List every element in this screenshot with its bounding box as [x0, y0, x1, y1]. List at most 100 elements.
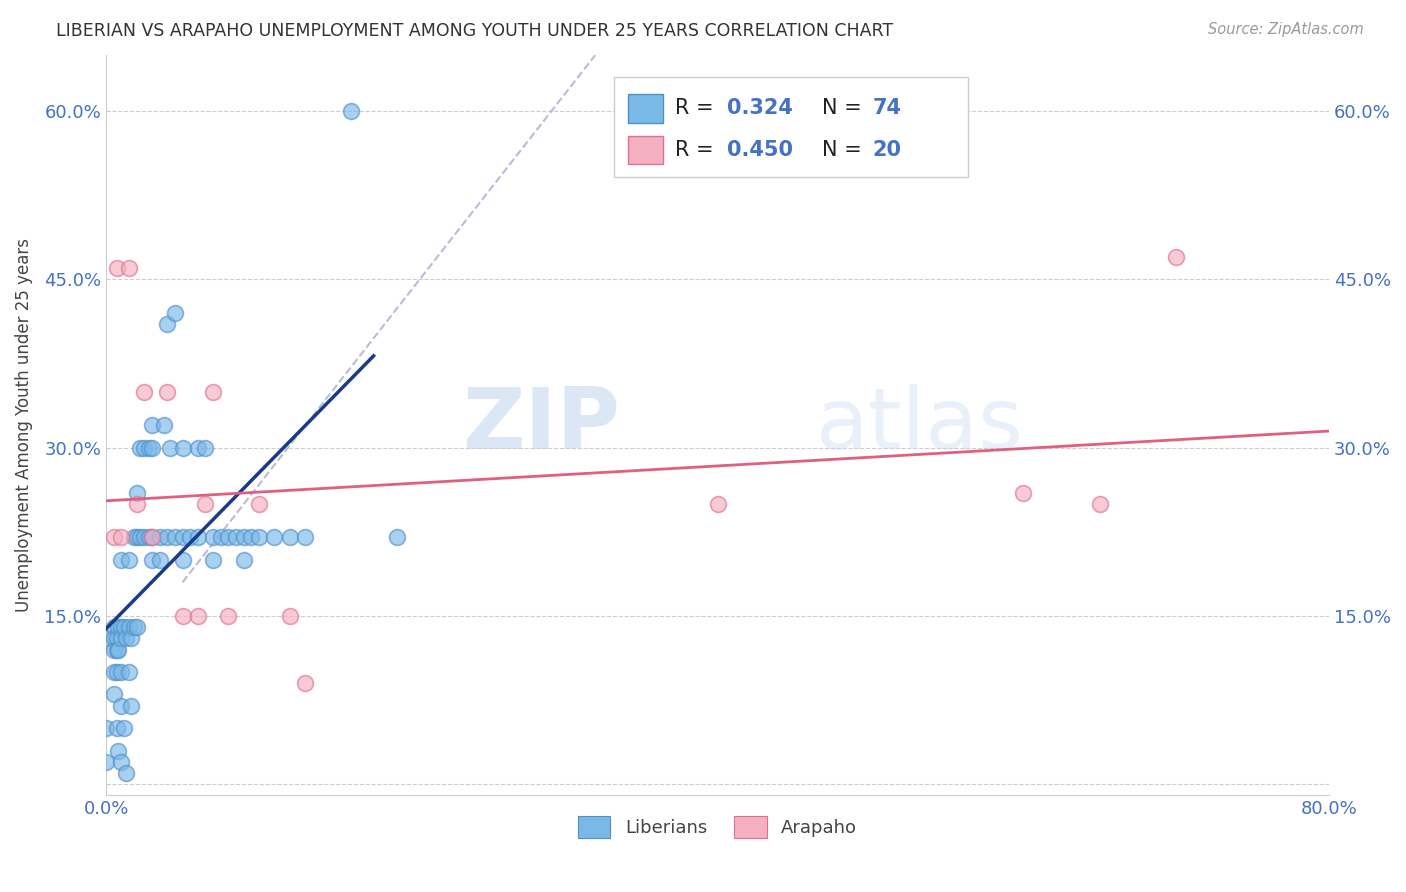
Point	[385, 531, 408, 545]
Point	[172, 609, 194, 624]
Point	[110, 553, 132, 567]
Point	[105, 261, 128, 276]
Point	[194, 497, 217, 511]
Point	[247, 531, 270, 545]
Text: N =: N =	[821, 140, 868, 160]
Point	[172, 531, 194, 545]
Point	[114, 620, 136, 634]
Point	[187, 531, 209, 545]
Point	[94, 632, 117, 646]
Point	[172, 553, 194, 567]
Text: R =: R =	[675, 98, 720, 119]
Point	[125, 620, 148, 634]
Point	[179, 531, 201, 545]
Point	[194, 441, 217, 455]
Text: N =: N =	[821, 98, 868, 119]
Point	[105, 632, 128, 646]
Point	[120, 632, 142, 646]
Point	[156, 531, 179, 545]
Point	[110, 698, 132, 713]
Point	[138, 441, 160, 455]
Point	[217, 531, 239, 545]
Text: ZIP: ZIP	[463, 384, 620, 467]
Point	[107, 620, 129, 634]
Point	[110, 632, 132, 646]
Point	[125, 497, 148, 511]
Point	[103, 688, 125, 702]
Point	[706, 497, 728, 511]
Point	[232, 553, 254, 567]
Point	[163, 531, 186, 545]
Point	[134, 531, 156, 545]
Text: 0.450: 0.450	[727, 140, 793, 160]
Point	[141, 553, 163, 567]
Point	[278, 531, 301, 545]
Point	[125, 531, 148, 545]
Point	[105, 721, 128, 735]
Point	[141, 418, 163, 433]
Point	[125, 485, 148, 500]
Point	[187, 441, 209, 455]
Bar	[628, 95, 662, 122]
Point	[110, 620, 132, 634]
Text: 74: 74	[873, 98, 901, 119]
Point	[138, 531, 160, 545]
Point	[110, 665, 132, 679]
Point	[1088, 497, 1111, 511]
Point	[103, 642, 125, 657]
Point	[141, 531, 163, 545]
Point	[94, 721, 117, 735]
Point	[118, 553, 141, 567]
Point	[1166, 250, 1188, 264]
Point	[163, 306, 186, 320]
Point	[134, 441, 156, 455]
Point	[114, 721, 136, 735]
Point	[122, 531, 145, 545]
Point	[202, 553, 225, 567]
Point	[118, 665, 141, 679]
Point	[103, 531, 125, 545]
Point	[94, 755, 117, 769]
Point	[339, 104, 361, 119]
Point	[141, 531, 163, 545]
Point	[105, 642, 128, 657]
Text: R =: R =	[675, 140, 720, 160]
Point	[1012, 485, 1035, 500]
Point	[149, 531, 172, 545]
Point	[240, 531, 263, 545]
Text: 0.324: 0.324	[727, 98, 793, 119]
Point	[103, 632, 125, 646]
Point	[202, 531, 225, 545]
Point	[172, 441, 194, 455]
Text: Source: ZipAtlas.com: Source: ZipAtlas.com	[1208, 22, 1364, 37]
Point	[263, 531, 285, 545]
Bar	[628, 136, 662, 164]
Y-axis label: Unemployment Among Youth under 25 years: Unemployment Among Youth under 25 years	[15, 238, 32, 612]
Point	[225, 531, 247, 545]
Point	[103, 620, 125, 634]
Point	[110, 755, 132, 769]
Point	[187, 609, 209, 624]
Point	[159, 441, 181, 455]
Point	[115, 632, 138, 646]
Point	[217, 609, 239, 624]
Point	[156, 384, 179, 399]
Legend: Liberians, Arapaho: Liberians, Arapaho	[571, 809, 865, 846]
FancyBboxPatch shape	[613, 78, 969, 178]
Text: 20: 20	[873, 140, 901, 160]
Point	[247, 497, 270, 511]
Point	[103, 665, 125, 679]
Point	[128, 441, 150, 455]
Point	[294, 676, 316, 690]
Point	[107, 743, 129, 757]
Point	[232, 531, 254, 545]
Point	[149, 553, 172, 567]
Point	[122, 620, 145, 634]
Text: LIBERIAN VS ARAPAHO UNEMPLOYMENT AMONG YOUTH UNDER 25 YEARS CORRELATION CHART: LIBERIAN VS ARAPAHO UNEMPLOYMENT AMONG Y…	[56, 22, 893, 40]
Point	[115, 766, 138, 780]
Point	[118, 261, 141, 276]
Point	[294, 531, 316, 545]
Point	[156, 318, 179, 332]
Point	[209, 531, 232, 545]
Point	[202, 384, 225, 399]
